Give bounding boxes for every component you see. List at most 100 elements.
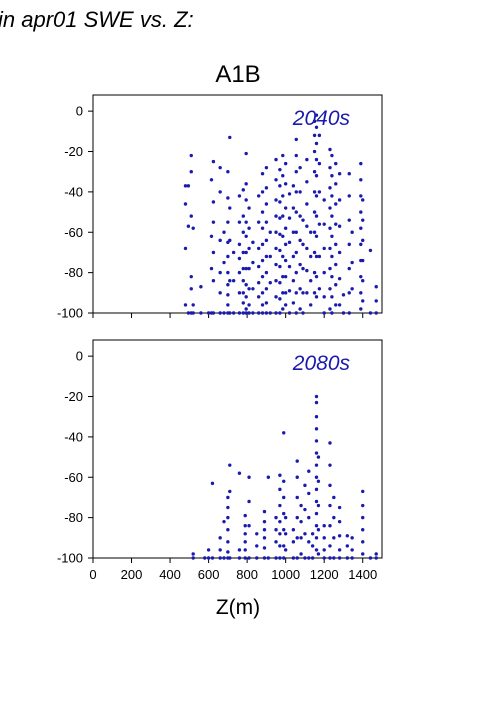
- data-point: [247, 499, 251, 504]
- data-point: [334, 262, 338, 267]
- data-point: [244, 234, 248, 238]
- data-point: [186, 224, 191, 228]
- data-point: [294, 291, 298, 295]
- data-point: [189, 214, 193, 218]
- data-point: [345, 544, 350, 548]
- data-point: [244, 266, 248, 271]
- x-tick-label: 1200: [310, 567, 339, 582]
- data-point: [347, 218, 351, 222]
- data-point: [274, 311, 278, 315]
- data-point: [322, 198, 326, 202]
- data-point: [361, 552, 365, 556]
- data-point: [186, 311, 191, 315]
- data-point: [322, 222, 326, 226]
- data-point: [237, 291, 242, 295]
- y-tick-label: -40: [64, 184, 83, 199]
- data-point: [322, 295, 326, 299]
- data-point: [287, 192, 292, 196]
- data-point: [260, 226, 265, 230]
- data-point: [274, 540, 278, 544]
- data-point: [283, 291, 288, 295]
- data-point: [222, 519, 226, 524]
- data-point: [247, 206, 251, 210]
- data-point: [305, 246, 309, 251]
- data-point: [278, 200, 282, 204]
- data-point: [359, 210, 363, 214]
- data-point: [328, 186, 332, 190]
- data-point: [294, 230, 298, 234]
- data-point: [291, 230, 296, 234]
- data-point: [312, 190, 317, 194]
- data-point: [211, 250, 216, 255]
- data-point: [314, 415, 319, 419]
- data-point: [309, 279, 313, 283]
- data-point: [368, 248, 373, 253]
- data-point: [264, 186, 269, 190]
- data-point: [281, 153, 285, 158]
- y-tick-label: -60: [64, 225, 83, 240]
- data-point: [203, 556, 207, 560]
- data-point: [231, 311, 236, 315]
- y-tick-label: -100: [57, 551, 83, 566]
- data-point: [330, 214, 334, 218]
- data-point: [281, 254, 285, 259]
- data-point: [317, 133, 322, 138]
- data-point: [298, 262, 302, 267]
- data-point: [211, 159, 216, 164]
- data-point: [350, 260, 354, 265]
- data-point: [226, 303, 230, 307]
- plot-frame: [92, 94, 383, 314]
- data-point: [278, 532, 282, 536]
- data-point: [241, 188, 245, 192]
- data-point: [309, 303, 313, 307]
- data-point: [294, 170, 298, 174]
- data-point: [247, 524, 251, 528]
- data-point: [218, 536, 222, 540]
- y-tick-label: -60: [64, 470, 83, 485]
- data-point: [260, 274, 265, 279]
- data-point: [226, 170, 230, 174]
- data-point: [291, 301, 296, 305]
- data-point: [314, 113, 319, 117]
- data-point: [256, 311, 261, 315]
- data-point: [243, 540, 247, 544]
- data-point: [314, 536, 319, 540]
- data-point: [337, 556, 342, 560]
- data-point: [337, 534, 342, 538]
- data-point: [282, 511, 286, 516]
- data-point: [206, 548, 211, 552]
- data-point: [337, 519, 342, 524]
- data-point: [312, 230, 317, 234]
- data-point: [330, 234, 334, 238]
- data-point: [298, 307, 302, 311]
- data-point: [314, 274, 319, 279]
- figure-heading: in apr01 SWE vs. Z:: [0, 7, 194, 32]
- data-point: [278, 248, 282, 253]
- panel-2080s: 0 -20 -40 -60 -80 -100 0 200 400 600 800 1000 1200 14…: [57, 339, 383, 582]
- data-point: [305, 268, 309, 273]
- data-point: [278, 232, 282, 236]
- data-point: [314, 487, 319, 492]
- data-point: [274, 214, 278, 218]
- data-point: [312, 149, 317, 154]
- data-point: [278, 503, 282, 508]
- data-point: [262, 509, 267, 514]
- data-point: [278, 473, 282, 477]
- data-point: [251, 260, 255, 265]
- data-point: [191, 303, 195, 307]
- data-point: [330, 174, 334, 178]
- data-point: [211, 200, 216, 204]
- data-point: [316, 552, 321, 556]
- data-point: [247, 287, 251, 291]
- data-point: [334, 222, 338, 226]
- data-point: [374, 556, 378, 560]
- data-point: [295, 475, 299, 479]
- data-point: [347, 194, 351, 198]
- data-point: [314, 174, 319, 178]
- data-point: [247, 226, 251, 230]
- data-point: [228, 135, 232, 140]
- data-point: [283, 548, 288, 552]
- data-point: [330, 194, 334, 198]
- data-point: [295, 459, 299, 463]
- data-point: [361, 540, 365, 544]
